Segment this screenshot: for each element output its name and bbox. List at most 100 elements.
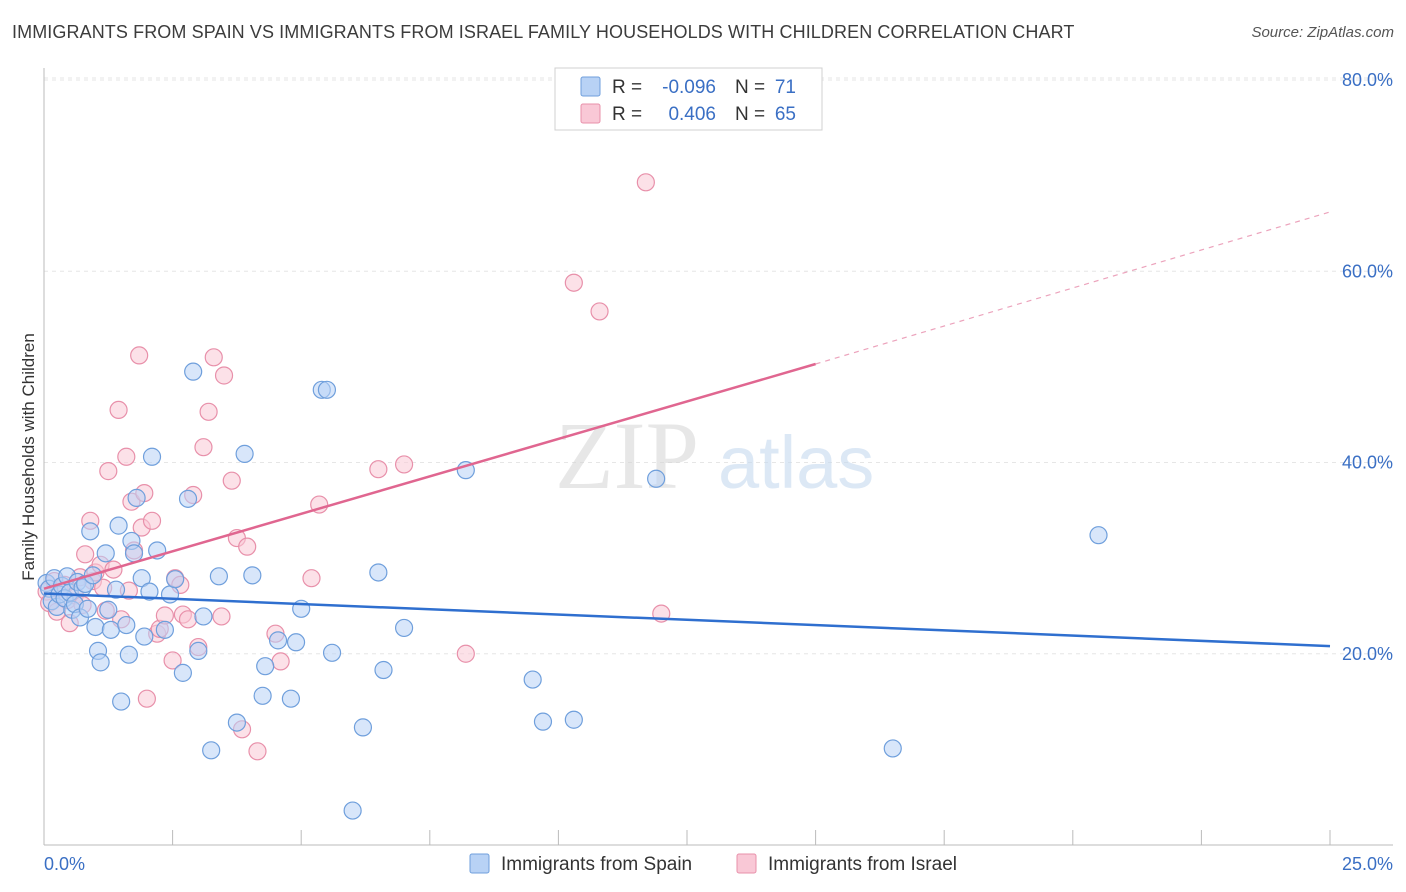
spain-point-34 [135,627,154,646]
correlation-legend: R = -0.096 N = 71 R = 0.406 N = 65 [554,67,823,131]
spain-point-68 [564,710,583,729]
series-legend: Immigrants from Spain Immigrants from Is… [469,853,957,875]
spain-point-32 [127,488,146,507]
israel-point-34 [163,651,182,670]
israel-point-26 [130,346,149,365]
israel-point-59 [590,302,609,321]
israel-point-46 [222,471,241,490]
spain-point-42 [178,489,198,508]
spain-point-38 [155,620,174,639]
legend-r-value-spain: -0.096 [662,77,716,98]
legend-n-label-spain: N = [735,77,765,98]
israel-point-11 [76,545,95,564]
spain-point-25 [106,580,126,599]
spain-point-70 [883,739,902,758]
spain-point-44 [189,641,208,660]
legend-n-label-israel: N = [735,104,765,125]
bottom-legend-swatch-spain [469,853,490,874]
y-tick-label-20: 20.0% [1342,644,1393,664]
spain-point-36 [142,447,162,466]
israel-point-43 [204,348,223,367]
israel-point-52 [271,652,290,671]
israel-point-38 [178,610,198,629]
spain-point-19 [86,617,105,637]
israel-point-50 [248,742,267,761]
spain-point-22 [96,544,115,563]
spain-point-40 [166,570,185,589]
legend-swatch-spain [580,76,601,97]
spain-point-31 [124,544,144,563]
spain-point-63 [374,660,393,680]
spain-point-23 [99,600,118,619]
spain-point-21 [91,653,110,672]
spain-point-53 [268,631,288,650]
spain-point-61 [353,718,373,737]
spain-point-43 [184,362,203,381]
watermark: ZIP atlas [555,402,874,509]
x-axis-ticks [172,830,1331,845]
spain-point-26 [109,516,128,535]
israel-point-45 [214,366,234,385]
legend-swatch-israel [580,103,601,124]
legend-n-value-spain: 71 [775,77,796,98]
spain-point-50 [243,566,262,585]
spain-point-16 [78,599,97,618]
x-tick-label-max: 25.0% [1342,854,1393,874]
spain-point-60 [343,801,362,820]
series-spain-points [37,362,1108,820]
spain-point-69 [647,469,666,488]
legend-n-value-israel: 65 [775,104,796,125]
spain-point-17 [81,522,100,541]
israel-point-18 [99,462,118,481]
israel-point-57 [456,644,475,663]
spain-point-71 [1089,526,1108,545]
spain-point-39 [160,585,180,604]
x-tick-label-min: 0.0% [44,854,85,874]
legend-r-label-spain: R = [612,77,642,98]
spain-point-35 [140,582,159,601]
spain-point-45 [194,607,213,626]
spain-point-29 [119,645,138,664]
israel-point-42 [199,402,218,421]
spain-point-49 [235,444,254,463]
legend-r-value-israel: 0.406 [668,104,716,125]
spain-point-55 [286,633,306,652]
spain-point-51 [253,686,272,705]
legend-r-label-israel: R = [612,104,642,125]
bottom-legend-label-israel: Immigrants from Israel [768,854,957,875]
israel-point-55 [369,460,388,479]
spain-point-47 [209,567,228,586]
israel-point-20 [109,400,128,420]
israel-point-29 [137,689,156,708]
chart-title: IMMIGRANTS FROM SPAIN VS IMMIGRANTS FROM… [12,22,1075,42]
spain-point-24 [101,620,120,639]
israel-point-41 [194,438,213,457]
spain-point-62 [369,563,388,582]
spain-point-46 [202,741,221,760]
y-tick-labels: 20.0% 40.0% 60.0% 80.0% [1342,70,1393,664]
y-tick-label-40: 40.0% [1342,453,1393,473]
spain-point-41 [173,663,192,682]
trend-line-israel [43,362,816,590]
israel-point-30 [142,511,162,530]
israel-point-22 [117,447,136,466]
grid-lines [44,77,1393,655]
israel-point-56 [394,455,414,474]
spain-point-67 [533,712,553,731]
spain-point-58 [317,380,337,399]
y-axis-title: Family Households with Children [19,333,38,581]
y-tick-label-80: 80.0% [1342,70,1393,90]
israel-point-58 [564,273,583,292]
spain-point-66 [523,670,542,689]
chart-source: Source: ZipAtlas.com [1251,24,1394,41]
watermark-atlas: atlas [718,421,874,504]
israel-point-53 [302,569,321,588]
bottom-legend-swatch-israel [736,853,757,874]
israel-point-60 [636,173,655,192]
trend-line-israel-extension [815,211,1331,365]
spain-point-64 [394,618,414,638]
spain-point-54 [281,689,301,708]
spain-point-48 [227,713,246,732]
spain-point-28 [117,615,136,635]
